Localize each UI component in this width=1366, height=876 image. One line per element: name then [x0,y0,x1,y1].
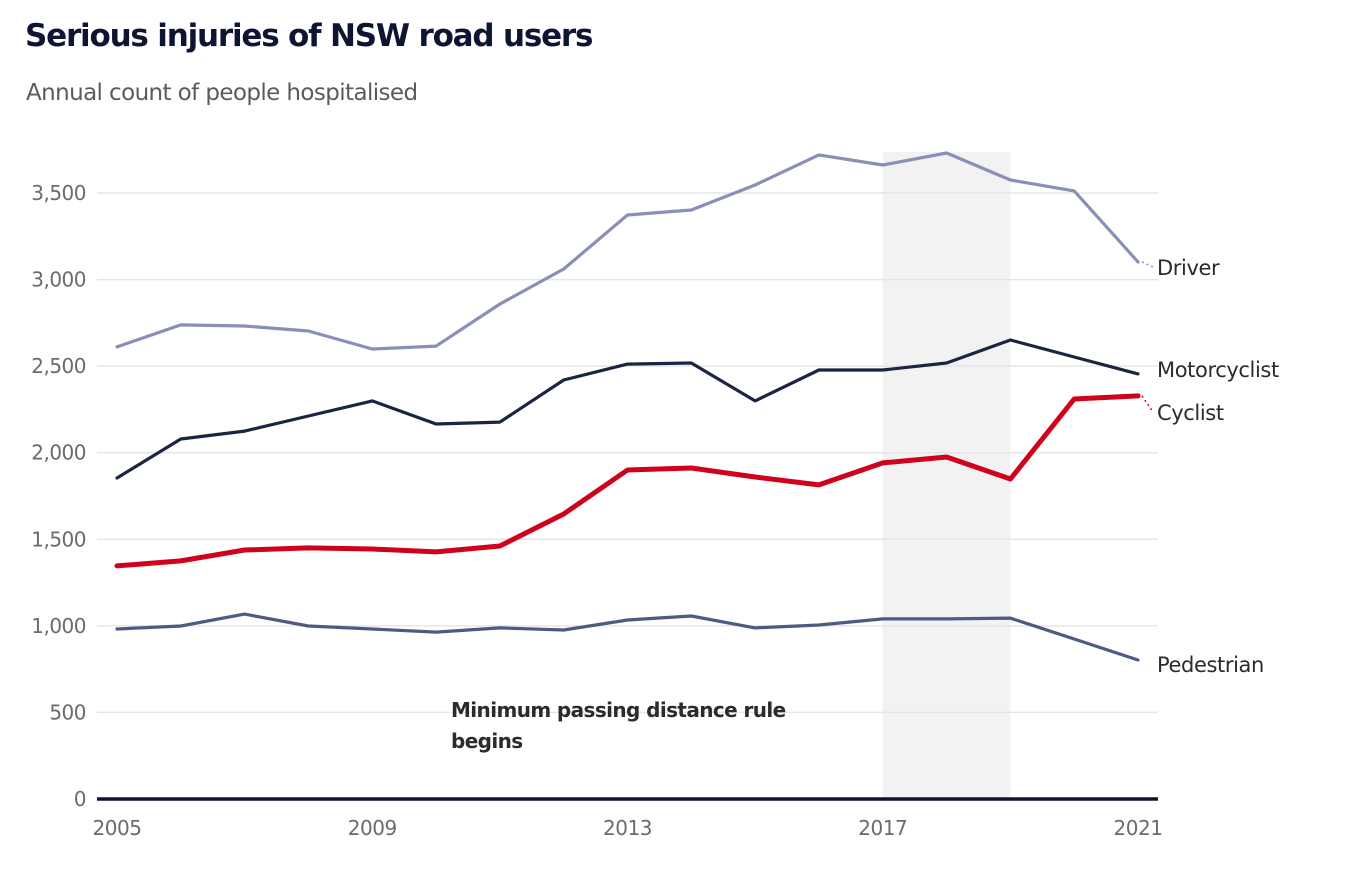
series-label-motorcyclist: Motorcyclist [1157,358,1279,382]
annotations: Minimum passing distance rule begins [451,698,786,753]
y-tick-label: 3,000 [31,268,86,292]
series-line-driver [115,151,1140,351]
series-labels: Driver Motorcyclist Cyclist Pedestrian [1157,256,1279,677]
annotation-text-line: Minimum passing distance rule [451,698,786,722]
x-tick-label: 2009 [348,816,397,840]
x-tick-label: 2013 [603,816,652,840]
series-label-pedestrian: Pedestrian [1157,653,1264,677]
y-tick-label: 3,500 [31,181,86,205]
highlight-band-layer [882,152,1011,799]
chart-title: Serious injuries of NSW road users [25,18,593,54]
y-tick-label: 500 [49,700,86,724]
x-tick-label: 2005 [93,816,142,840]
y-axis-tick-labels: 0 500 1,000 1,500 2,000 2,500 3,000 3,500 [31,181,86,811]
series-label-cyclist: Cyclist [1157,401,1224,425]
y-tick-label: 1,500 [31,527,86,551]
label-connector-cyclist [1141,395,1154,413]
y-tick-label: 2,500 [31,354,86,378]
y-tick-label: 1,000 [31,614,86,638]
series-line-motorcyclist [115,338,1140,480]
chart-subtitle: Annual count of people hospitalised [26,80,418,106]
x-tick-label: 2017 [858,816,907,840]
label-connectors [1141,261,1154,413]
annotation-text-line: begins [451,729,523,753]
series-line-cyclist [114,393,1141,569]
series-label-driver: Driver [1157,256,1220,280]
series-line-pedestrian [115,612,1140,662]
y-tick-label: 2,000 [31,441,86,465]
highlight-band [882,152,1011,799]
x-tick-label: 2021 [1114,816,1163,840]
y-tick-label: 0 [74,787,86,811]
x-axis-tick-labels: 2005 2009 2013 2017 2021 [93,816,1163,840]
series-lines [114,151,1141,662]
gridlines [97,192,1158,714]
label-connector-driver [1141,261,1154,268]
